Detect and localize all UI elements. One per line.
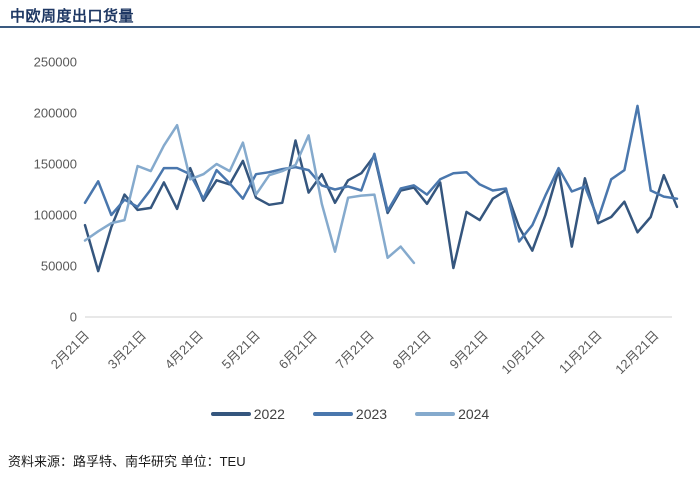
legend-item-2023: 2023 — [312, 406, 388, 422]
x-tick-label: 2月21日 — [48, 328, 92, 372]
chart-legend: 2022 2023 2024 — [0, 406, 700, 422]
x-tick-label: 10月21日 — [498, 328, 547, 377]
x-tick-label: 7月21日 — [333, 328, 377, 372]
legend-swatch-2022 — [210, 412, 251, 416]
legend-label-2022: 2022 — [253, 406, 285, 422]
x-tick-label: 9月21日 — [447, 328, 491, 372]
series-line-2023 — [83, 104, 679, 243]
x-tick-label: 12月21日 — [612, 328, 661, 377]
legend-item-2024: 2024 — [415, 406, 489, 422]
x-tick-label: 4月21日 — [162, 328, 206, 372]
x-tick-label: 6月21日 — [276, 328, 320, 372]
series-line-2024 — [83, 123, 416, 265]
legend-label-2023: 2023 — [355, 406, 388, 422]
source-note: 资料来源：路孚特、南华研究 单位：TEU — [8, 454, 246, 469]
x-tick-label: 3月21日 — [105, 328, 149, 372]
y-tick-label: 50000 — [41, 259, 77, 274]
series-line-2022 — [83, 139, 679, 273]
title-underline — [0, 26, 700, 28]
legend-item-2022: 2022 — [210, 406, 285, 422]
y-tick-label: 100000 — [34, 208, 77, 223]
y-tick-label: 150000 — [34, 157, 77, 172]
legend-swatch-2023 — [312, 412, 353, 416]
legend-label-2024: 2024 — [458, 406, 490, 422]
y-tick-label: 250000 — [34, 55, 77, 70]
x-tick-label: 8月21日 — [390, 328, 434, 372]
x-tick-label: 11月21日 — [556, 328, 605, 377]
y-tick-label: 200000 — [34, 106, 77, 121]
page-title: 中欧周度出口货量 — [10, 8, 135, 25]
x-tick-label: 5月21日 — [219, 328, 263, 372]
legend-swatch-2024 — [415, 412, 456, 416]
y-tick-label: 0 — [70, 310, 77, 325]
